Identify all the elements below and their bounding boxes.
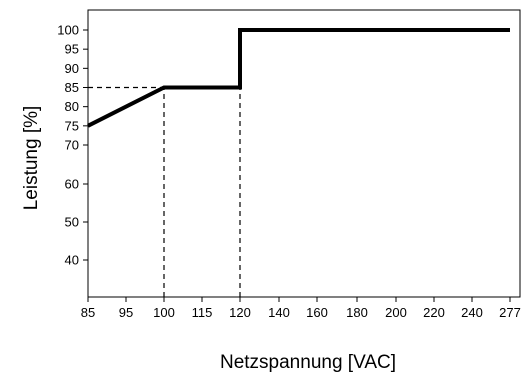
y-tick-label: 80	[65, 99, 79, 114]
x-tick-label: 160	[306, 305, 328, 320]
x-tick-label: 240	[461, 305, 483, 320]
y-tick-label: 85	[65, 80, 79, 95]
y-tick-label: 70	[65, 138, 79, 153]
axes	[87, 9, 521, 298]
x-tick-label: 180	[346, 305, 368, 320]
series-line	[87, 28, 510, 128]
x-tick-label: 95	[119, 305, 133, 320]
y-tick-label: 95	[65, 42, 79, 57]
y-tick-label: 60	[65, 177, 79, 192]
y-axis-title: Leistung [%]	[21, 106, 42, 211]
y-tick-label: 90	[65, 61, 79, 76]
x-tick-label: 220	[423, 305, 445, 320]
series-group	[87, 28, 510, 128]
reference-lines	[88, 86, 241, 297]
x-axis-title: Netzspannung [VAC]	[220, 352, 396, 373]
x-tick-label: 277	[499, 305, 521, 320]
x-tick-label: 120	[229, 305, 251, 320]
x-tick-label: 100	[153, 305, 175, 320]
x-ticks: 85 95 100 115 120 140 160 180 200 220 240 277	[81, 297, 521, 320]
y-tick-label: 100	[57, 23, 79, 38]
x-tick-label: 115	[192, 305, 213, 320]
y-ticks: 100 95 90 85 80 75 70 60 50 40	[57, 23, 88, 268]
y-tick-label: 50	[65, 215, 79, 230]
x-tick-label: 140	[268, 305, 290, 320]
plot-frame	[87, 9, 521, 298]
x-tick-label: 85	[81, 305, 95, 320]
y-tick-label: 75	[65, 118, 79, 133]
x-tick-label: 200	[385, 305, 407, 320]
y-tick-label: 40	[65, 253, 79, 268]
